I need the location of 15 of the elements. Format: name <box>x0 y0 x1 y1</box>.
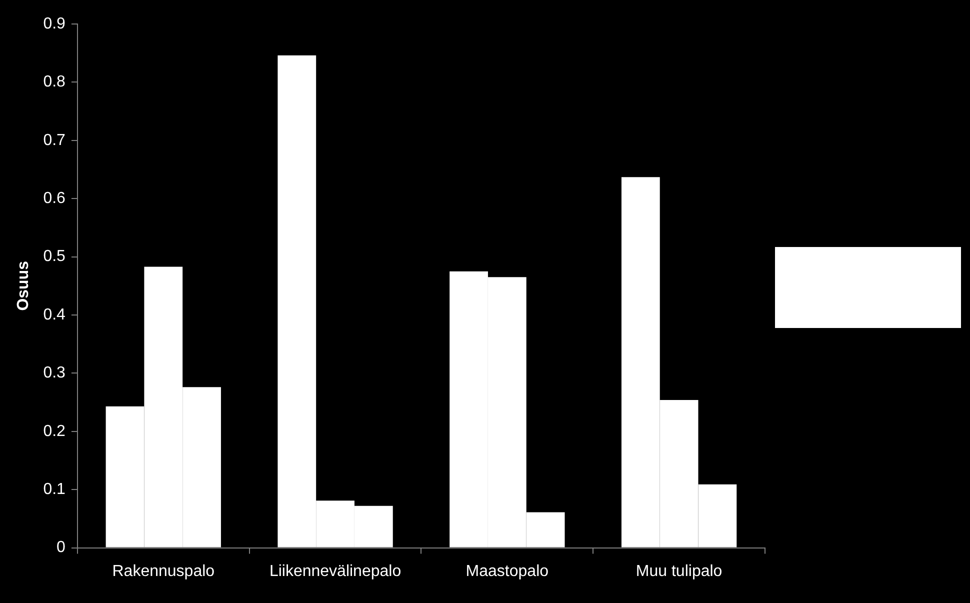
y-tick-label: 0.7 <box>43 132 66 149</box>
y-tick-label: 0.8 <box>43 74 66 91</box>
y-tick-label: 0.9 <box>43 15 66 32</box>
y-tick-label: 0.4 <box>43 306 66 324</box>
x-tick-label: Rakennuspalo <box>112 562 215 580</box>
y-axis-title: Osuus <box>15 260 32 311</box>
y-tick-label: 0 <box>56 539 66 556</box>
x-tick-label: Liikennevälinepalo <box>269 562 402 580</box>
y-tick-label: 0.5 <box>43 248 66 266</box>
y-tick-label: 0.2 <box>43 422 66 440</box>
y-tick-label: 0.6 <box>43 190 66 208</box>
y-tick-label: 0.1 <box>43 481 66 498</box>
x-tick-label: Muu tulipalo <box>636 562 722 580</box>
x-tick-label: Maastopalo <box>466 562 549 580</box>
y-tick-label: 0.3 <box>43 364 66 382</box>
